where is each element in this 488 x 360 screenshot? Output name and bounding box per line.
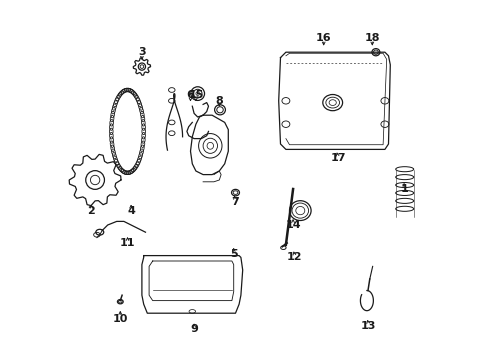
Text: 13: 13 — [360, 321, 376, 331]
Text: 12: 12 — [286, 252, 302, 262]
Text: 11: 11 — [120, 238, 135, 248]
Text: 4: 4 — [127, 206, 135, 216]
Text: 6: 6 — [186, 90, 194, 100]
Text: 7: 7 — [231, 197, 239, 207]
Text: 1: 1 — [400, 184, 408, 194]
Text: 14: 14 — [285, 220, 300, 230]
Text: 15: 15 — [188, 90, 203, 100]
Text: 10: 10 — [112, 314, 128, 324]
Text: 9: 9 — [190, 324, 198, 334]
Text: 16: 16 — [315, 33, 331, 43]
Text: 5: 5 — [229, 249, 237, 259]
Text: 3: 3 — [138, 47, 145, 57]
Text: 8: 8 — [215, 96, 223, 106]
Text: 2: 2 — [87, 206, 95, 216]
Text: 17: 17 — [330, 153, 345, 163]
Text: 18: 18 — [364, 33, 379, 43]
